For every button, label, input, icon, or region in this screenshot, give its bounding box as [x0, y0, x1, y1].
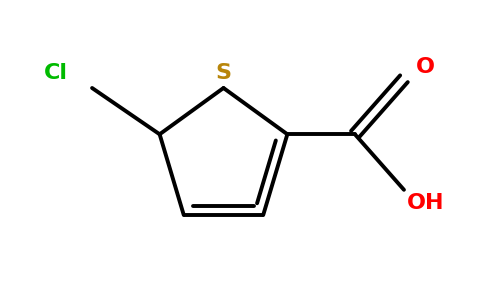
Text: O: O — [416, 57, 435, 77]
Text: S: S — [215, 63, 231, 83]
Text: OH: OH — [407, 193, 444, 213]
Text: Cl: Cl — [44, 63, 68, 83]
